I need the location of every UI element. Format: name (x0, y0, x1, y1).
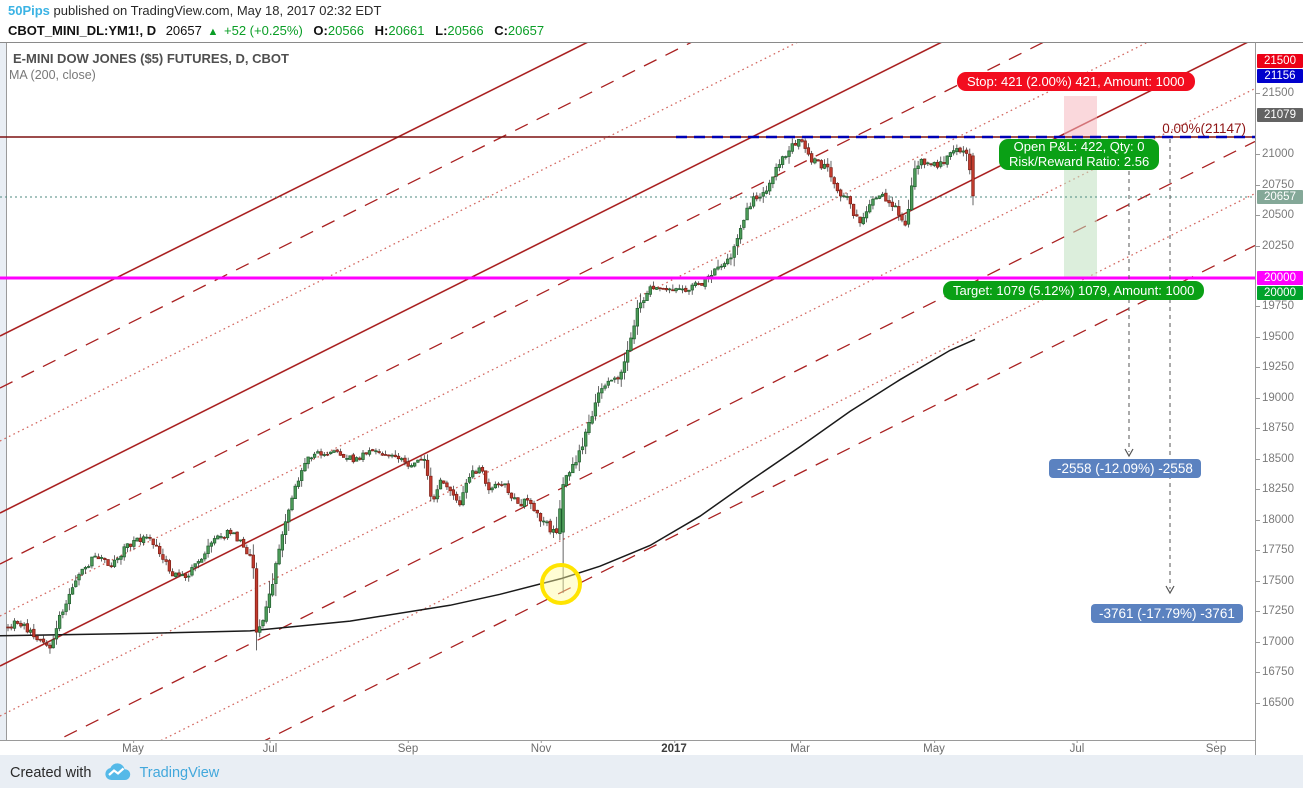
price-tick-label: 18750 (1256, 422, 1303, 434)
highlight-circle (540, 563, 582, 605)
time-tick-label: May (923, 740, 945, 755)
price-tick-label: 18000 (1256, 514, 1303, 526)
price-tick-label: 21500 (1256, 87, 1303, 99)
price-tick-label: 19750 (1256, 300, 1303, 312)
price-badge-21079: 21079 (1257, 108, 1303, 122)
time-tick-label: Sep (1206, 740, 1226, 755)
tradingview-cloud-icon (105, 763, 131, 781)
price-tick-label: 19250 (1256, 361, 1303, 373)
price-tick-label: 20500 (1256, 209, 1303, 221)
high-value: 20661 (388, 23, 425, 38)
price-tick-label: 16750 (1256, 666, 1303, 678)
price-badge-20657: 20657 (1257, 190, 1303, 204)
pnl-line1: Open P&L: 422, Qty: 0 (1013, 139, 1145, 154)
author-link[interactable]: 50Pips (8, 3, 50, 18)
price-tick-label: 16500 (1256, 697, 1303, 709)
open-pnl-label[interactable]: Open P&L: 422, Qty: 0 Risk/Reward Ratio:… (999, 139, 1160, 170)
symbol-ohlc-bar: CBOT_MINI_DL:YM1!, D 20657 ▲ +52 (+0.25%… (0, 21, 1303, 42)
entry-line-label: 0.00%(21147) (1162, 121, 1246, 136)
attribution-text: published on TradingView.com, May 18, 20… (49, 3, 382, 18)
time-tick-label: Nov (531, 740, 551, 755)
candles-group (6, 138, 975, 654)
chart-title: E-MINI DOW JONES ($5) FUTURES, D, CBOT (13, 51, 289, 66)
candlestick-chart[interactable]: E-MINI DOW JONES ($5) FUTURES, D, CBOT M… (0, 42, 1255, 741)
price-tick-label: 17750 (1256, 544, 1303, 556)
close-value: 20657 (507, 23, 545, 38)
interval-label[interactable]: D (146, 23, 157, 38)
price-scale[interactable]: 21500 21000 20750 20500 20250 19750 19500 19250… (1255, 42, 1303, 755)
footer-bar: Created with TradingView (0, 755, 1303, 788)
price-tick-label: 20750 (1256, 179, 1303, 191)
change-up-arrow-icon: ▲ (207, 26, 219, 38)
price-badge-21500: 21500 (1257, 54, 1303, 68)
time-tick-label: Jul (263, 740, 277, 755)
price-tick-label: 19500 (1256, 331, 1303, 343)
price-change: +52 (+0.25%) (224, 23, 303, 38)
time-tick-label: May (122, 740, 144, 755)
close-label: C: (494, 23, 508, 38)
price-tick-label: 17000 (1256, 636, 1303, 648)
price-tick-label: 17250 (1256, 605, 1303, 617)
time-tick-label: Mar (790, 740, 810, 755)
stop-loss-label[interactable]: Stop: 421 (2.00%) 421, Amount: 1000 (957, 72, 1195, 91)
time-tick-label: 2017 (661, 740, 687, 755)
price-tick-label: 18500 (1256, 453, 1303, 465)
open-value: 20566 (327, 23, 365, 38)
price-badge-20000: 20000 (1257, 286, 1303, 300)
target-label[interactable]: Target: 1079 (5.12%) 1079, Amount: 1000 (943, 281, 1205, 300)
open-label: O: (313, 23, 328, 38)
price-tick-label: 18250 (1256, 483, 1303, 495)
price-tick-label: 19000 (1256, 392, 1303, 404)
pnl-line2: Risk/Reward Ratio: 2.56 (1009, 153, 1150, 169)
price-tick-label: 17500 (1256, 575, 1303, 587)
projection-label-2[interactable]: -3761 (-17.79%) -3761 (1091, 604, 1243, 623)
price-tick-label: 21000 (1256, 148, 1303, 160)
ma-200-line (0, 338, 976, 637)
price-badge-20000: 20000 (1257, 271, 1303, 285)
tradingview-brand-link[interactable]: TradingView (139, 765, 220, 781)
last-price: 20657 (165, 23, 202, 38)
low-label: L: (435, 23, 448, 38)
time-scale[interactable]: May Jul Sep Nov 2017 Mar May Jul Sep (0, 740, 1255, 755)
attribution-bar: 50Pips published on TradingView.com, May… (0, 0, 1303, 21)
high-label: H: (374, 23, 389, 38)
price-tick-label: 20250 (1256, 240, 1303, 252)
time-tick-label: Jul (1070, 740, 1084, 755)
projection-label-1[interactable]: -2558 (-12.09%) -2558 (1049, 459, 1201, 478)
low-value: 20566 (447, 23, 484, 38)
created-with-text: Created with (10, 765, 92, 781)
symbol-name[interactable]: CBOT_MINI_DL:YM1!, (8, 23, 144, 38)
ma-indicator-label[interactable]: MA (200, close) (9, 68, 96, 82)
price-badge-21156: 21156 (1257, 69, 1303, 83)
time-tick-label: Sep (398, 740, 418, 755)
